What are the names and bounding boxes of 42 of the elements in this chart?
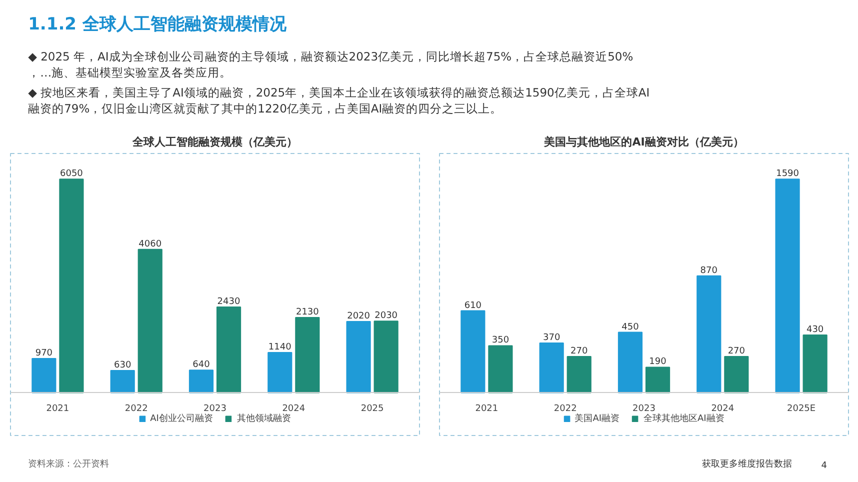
x-tick-label: 2022 [554, 404, 577, 414]
x-tick-label: 2022 [124, 404, 148, 414]
x-tick-label: 2025 [360, 404, 384, 414]
data-label: 4060 [138, 239, 162, 250]
text: 1.1.2 全球人工智能融资规模情况 [28, 14, 288, 34]
x-tick-label: 2021 [46, 404, 70, 414]
data-label: 2430 [217, 296, 240, 307]
data-label: 610 [464, 300, 482, 311]
text: 资料来源：公开资料 [28, 458, 110, 470]
x-tick-label: 2023 [204, 404, 226, 414]
data-label: 6050 [60, 169, 84, 180]
text: 获取更多维度报告数据 [702, 458, 792, 470]
x-tick-label: 2025E [787, 404, 816, 414]
data-label: 2020 [347, 311, 370, 322]
data-label: 270 [728, 346, 746, 356]
data-label: 870 [700, 266, 718, 276]
x-tick-label: 2021 [475, 404, 498, 414]
legend-label: AI创业公司融资 [150, 412, 213, 425]
data-label: 1140 [268, 342, 292, 353]
data-label: 190 [649, 357, 667, 368]
data-label: 640 [192, 360, 210, 370]
data-label: 970 [35, 348, 53, 359]
chart-title: 全球人工智能融资规模（亿美元） [132, 136, 298, 148]
data-label: 350 [492, 336, 510, 346]
data-label: 2130 [296, 308, 320, 318]
x-tick-label: 2023 [632, 404, 656, 414]
data-label: 370 [542, 333, 560, 344]
text: 4 [821, 461, 828, 471]
legend-label: 其他领域融资 [236, 412, 291, 425]
legend-label: 全球其他地区AI融资 [644, 412, 724, 425]
data-label: 450 [622, 322, 640, 332]
chart-title: 美国与其他地区的AI融资对比（亿美元） [543, 136, 744, 148]
data-label: 270 [570, 346, 588, 356]
data-label: 630 [114, 360, 132, 371]
legend-label: 美国AI融资 [574, 412, 620, 425]
x-tick-label: 2024 [711, 404, 734, 414]
data-label: 430 [806, 324, 824, 335]
text: ◆ 2025 年，AI成为全球创业公司融资的主导领域，融资额达2023亿美元，同比增长超75%，占全球总融资近50%，…施、基础模型实验室及各类应用。 [28, 50, 634, 80]
x-tick-label: 2024 [282, 404, 306, 414]
data-label: 1590 [776, 169, 800, 180]
text: ◆ 按地区来看，美国主导了AI领域的融资，2025年，美国本土企业在该领域获得的融资总额达1590亿美元，占全球AI融资的79%，仅旧金山湾区就贡献了其中的1220亿美元，占美国AI融资的四分之三以上。 [28, 86, 650, 116]
data-label: 2030 [374, 311, 398, 322]
